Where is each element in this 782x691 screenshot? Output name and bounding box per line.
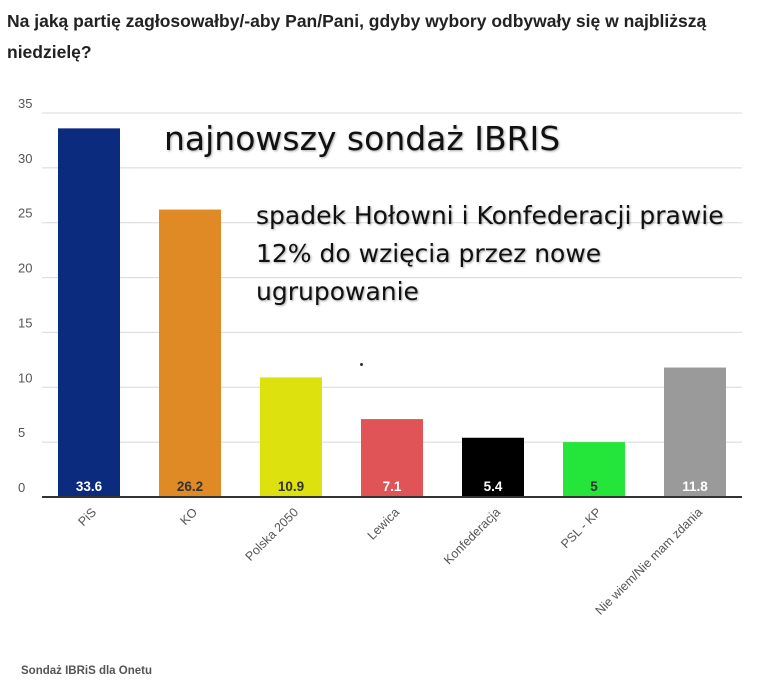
annotation-subtext: spadek Hołowni i Konfederacji prawie 12%… bbox=[256, 201, 724, 306]
y-tick-label: 15 bbox=[18, 315, 32, 330]
y-tick-label: 20 bbox=[18, 261, 32, 276]
data-label: 10.9 bbox=[278, 479, 304, 494]
x-tick-label: PiS bbox=[75, 505, 99, 529]
x-tick-label: KO bbox=[177, 505, 200, 528]
stray-dot bbox=[360, 363, 363, 366]
y-tick-label: 25 bbox=[18, 206, 32, 221]
y-tick-label: 5 bbox=[18, 425, 25, 440]
x-tick-label: Polska 2050 bbox=[243, 505, 302, 564]
annotation-headline: najnowszy sondaż IBRIS bbox=[164, 119, 561, 158]
bar bbox=[159, 209, 221, 497]
y-tick-label: 30 bbox=[18, 151, 32, 166]
data-label: 7.1 bbox=[383, 479, 402, 494]
y-tick-label: 10 bbox=[18, 370, 32, 385]
chart-title: Na jaką partię zagłosowałby/-aby Pan/Pan… bbox=[7, 11, 707, 62]
bar bbox=[462, 437, 524, 497]
bar bbox=[58, 128, 120, 498]
y-tick-label: 0 bbox=[18, 480, 25, 495]
source-note: Sondaż IBRiS dla Onetu bbox=[21, 665, 152, 677]
data-label: 5 bbox=[590, 479, 598, 494]
data-label: 5.4 bbox=[484, 479, 503, 494]
y-tick-label: 35 bbox=[18, 96, 32, 111]
x-tick-label: Konfederacja bbox=[441, 505, 503, 567]
bar bbox=[361, 419, 423, 497]
data-label: 11.8 bbox=[682, 479, 708, 494]
bar bbox=[664, 367, 726, 497]
bar bbox=[260, 377, 322, 497]
x-tick-label: Lewica bbox=[365, 505, 402, 542]
x-tick-label: PSL - KP bbox=[558, 505, 604, 551]
bar bbox=[563, 442, 625, 497]
x-tick-label: Nie wiem/Nie mam zdania bbox=[593, 505, 706, 618]
data-label: 33.6 bbox=[76, 479, 103, 494]
data-label: 26.2 bbox=[177, 479, 203, 494]
